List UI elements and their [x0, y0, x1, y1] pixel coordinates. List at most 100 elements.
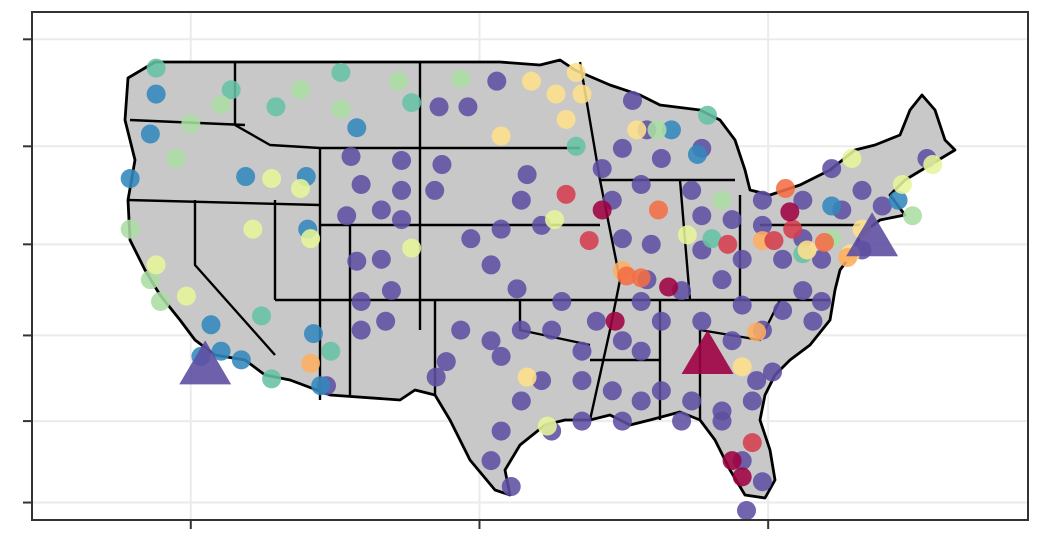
point: [347, 251, 367, 271]
point: [651, 311, 671, 331]
point: [773, 301, 793, 321]
point: [687, 144, 707, 164]
point: [517, 165, 537, 185]
point: [612, 331, 632, 351]
point: [923, 155, 943, 175]
point: [146, 58, 166, 78]
point: [612, 411, 632, 431]
point: [243, 219, 263, 239]
point: [752, 215, 772, 235]
point: [491, 219, 511, 239]
point: [521, 71, 541, 91]
point: [140, 270, 160, 290]
point: [586, 311, 606, 331]
point: [481, 255, 501, 275]
point: [491, 421, 511, 441]
point: [507, 279, 527, 299]
point: [120, 169, 140, 189]
point: [892, 174, 912, 194]
point: [712, 190, 732, 210]
point: [552, 292, 572, 312]
point: [262, 169, 282, 189]
point: [803, 311, 823, 331]
point: [742, 433, 762, 453]
point: [752, 472, 772, 492]
point: [211, 95, 231, 115]
point: [511, 190, 531, 210]
point: [622, 90, 642, 110]
point: [556, 184, 576, 204]
point: [793, 281, 813, 301]
point: [682, 180, 702, 200]
point: [176, 286, 196, 306]
point: [822, 159, 842, 179]
point: [572, 371, 592, 391]
point: [641, 234, 661, 254]
point: [150, 292, 170, 312]
triangle-point: [179, 340, 232, 385]
point: [631, 391, 651, 411]
triangle-point: [846, 212, 899, 257]
point: [146, 255, 166, 275]
point: [402, 93, 422, 113]
point: [712, 411, 732, 431]
point: [481, 451, 501, 471]
point: [120, 219, 140, 239]
point: [381, 281, 401, 301]
point: [612, 229, 632, 249]
ticks: [23, 38, 770, 529]
point: [651, 149, 671, 169]
point: [221, 80, 241, 100]
point: [702, 229, 722, 249]
point: [392, 210, 412, 230]
point: [290, 80, 310, 100]
point: [429, 97, 449, 117]
point: [732, 467, 752, 487]
point: [572, 341, 592, 361]
point: [487, 71, 507, 91]
point: [461, 229, 481, 249]
point: [376, 311, 396, 331]
point: [532, 371, 552, 391]
point: [402, 238, 422, 258]
point: [732, 357, 752, 377]
point: [572, 84, 592, 104]
point: [842, 149, 862, 169]
point: [331, 62, 351, 82]
point: [290, 178, 310, 198]
point: [481, 331, 501, 351]
point: [592, 200, 612, 220]
point: [166, 149, 186, 169]
point: [903, 206, 923, 226]
point: [436, 352, 456, 372]
point: [793, 190, 813, 210]
point: [491, 346, 511, 366]
point: [732, 249, 752, 269]
point: [718, 234, 738, 254]
point: [252, 306, 272, 326]
point: [775, 178, 795, 198]
point: [612, 138, 632, 158]
point: [617, 266, 637, 286]
point: [301, 229, 321, 249]
point: [491, 126, 511, 146]
point: [392, 180, 412, 200]
point: [566, 136, 586, 156]
point: [780, 202, 800, 222]
panel-border: [31, 11, 1029, 521]
point: [546, 84, 566, 104]
point: [432, 155, 452, 175]
point: [140, 124, 160, 144]
point: [602, 381, 622, 401]
point: [311, 376, 331, 396]
point: [773, 249, 793, 269]
point: [236, 167, 256, 187]
point: [371, 200, 391, 220]
point: [592, 159, 612, 179]
point: [631, 292, 651, 312]
point: [351, 320, 371, 340]
point: [747, 322, 767, 342]
point: [537, 416, 557, 436]
